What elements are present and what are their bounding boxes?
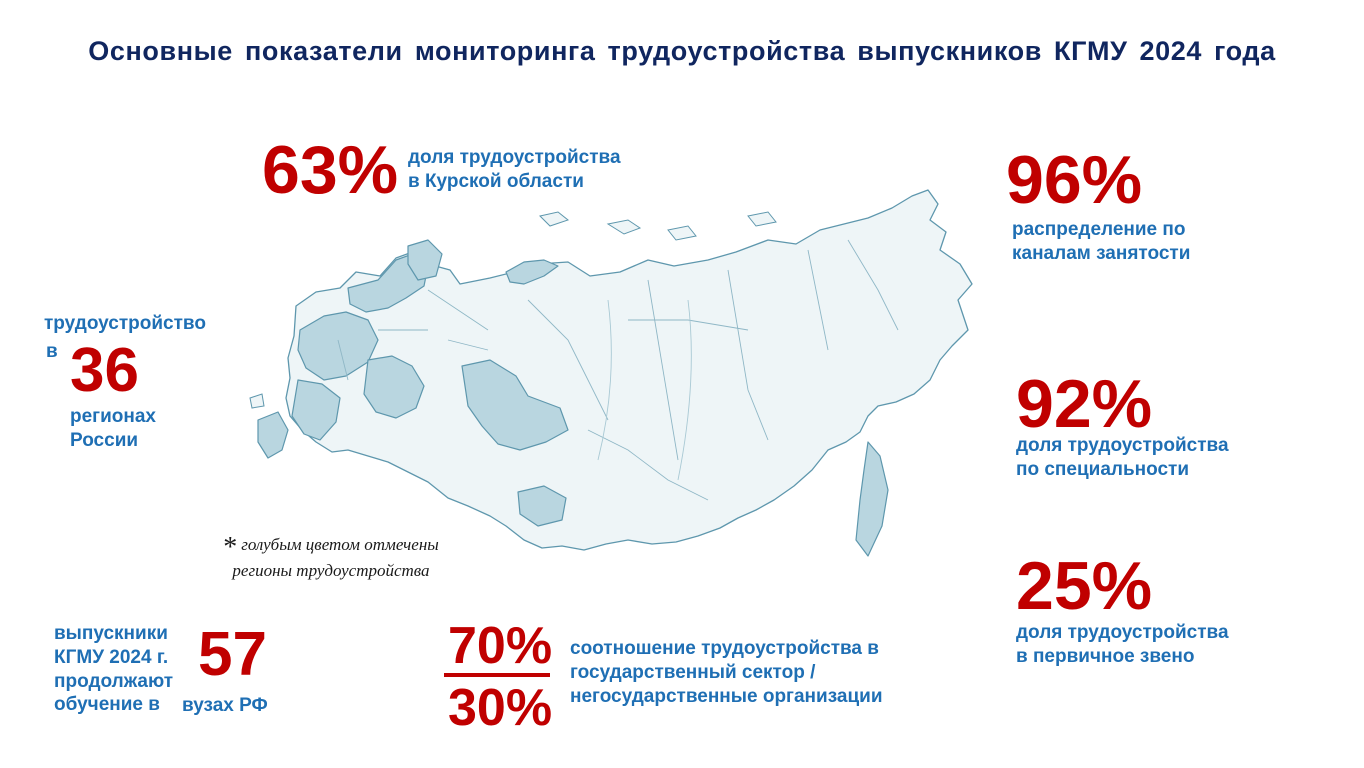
primary-line2: в первичное звено <box>1016 645 1195 667</box>
regions-post1: регионах <box>70 406 156 427</box>
map-region-sakhalin <box>855 441 889 557</box>
study-suffix: вузах РФ <box>182 695 268 716</box>
kursk-share-line2: в Курской области <box>408 170 584 192</box>
map-island-kaliningrad <box>249 393 265 409</box>
study-line2: КГМУ 2024 г. <box>54 646 169 668</box>
map-region-ural <box>461 359 569 451</box>
primary-caption: доля трудоустройства в первичное звено <box>1016 621 1229 669</box>
channels-line1: распределение по <box>1012 219 1186 240</box>
map-region-novaya-zemlya <box>505 259 559 285</box>
map-island-arctic-4 <box>747 211 777 227</box>
map-rivers <box>597 299 692 481</box>
primary-line1: доля трудоустройства <box>1016 622 1229 643</box>
kursk-share-line1: доля трудоустройства <box>408 147 621 168</box>
map-island-arctic-1 <box>606 219 642 235</box>
sector-fraction-line <box>444 673 550 677</box>
study-line4: обучение в <box>54 694 160 716</box>
channels-caption: распределение по каналам занятости <box>1012 218 1190 266</box>
map-region-siberia-south <box>517 485 567 527</box>
study-caption: выпускники КГМУ 2024 г. продолжают обуче… <box>54 622 173 717</box>
specialty-caption: доля трудоустройства по специальности <box>1016 434 1229 482</box>
regions-pre2: в <box>46 341 58 362</box>
regions-value: 36 <box>70 336 139 405</box>
map-note-star: * <box>223 532 238 563</box>
regions-post2: России <box>70 429 139 451</box>
regions-pre1: трудоустройство <box>44 313 206 334</box>
map-region-caucasus <box>257 411 289 459</box>
page-title: Основные показатели мониторинга трудоуст… <box>88 36 1276 66</box>
map-region-kola <box>407 239 443 281</box>
russia-map <box>249 189 973 557</box>
sector-line1: соотношение трудоустройства в <box>570 638 879 659</box>
sector-numerator: 70% <box>448 617 553 675</box>
sector-caption: соотношение трудоустройства в государств… <box>570 637 883 708</box>
study-value: 57 <box>198 620 267 689</box>
sector-line3: негосударственные организации <box>570 685 883 707</box>
map-note-line1: голубым цветом отмечены <box>241 535 439 554</box>
map-landmass <box>285 189 973 551</box>
map-region-south <box>291 379 341 441</box>
primary-value: 25% <box>1016 548 1153 624</box>
sector-denominator: 30% <box>448 679 553 737</box>
specialty-line2: по специальности <box>1016 458 1190 480</box>
map-island-arctic-3 <box>667 225 697 241</box>
sector-line2: государственный сектор / <box>570 661 816 683</box>
map-region-northwest <box>347 251 429 313</box>
study-line3: продолжают <box>54 670 174 692</box>
channels-line2: каналам занятости <box>1012 242 1191 264</box>
kursk-share-caption: доля трудоустройства в Курской области <box>408 146 621 194</box>
map-note-line2: регионы трудоустройства <box>232 561 430 581</box>
specialty-value: 92% <box>1016 366 1153 442</box>
map-region-volga <box>363 355 425 419</box>
channels-value: 96% <box>1006 142 1143 218</box>
map-island-arctic-2 <box>539 211 570 227</box>
map-note: * голубым цветом отмечены регионы трудоус… <box>186 524 476 582</box>
regions-caption: регионах России <box>70 405 156 453</box>
kursk-share-value: 63% <box>262 132 399 208</box>
study-line1: выпускники <box>54 623 168 644</box>
map-border-lines <box>337 239 899 501</box>
specialty-line1: доля трудоустройства <box>1016 435 1229 456</box>
